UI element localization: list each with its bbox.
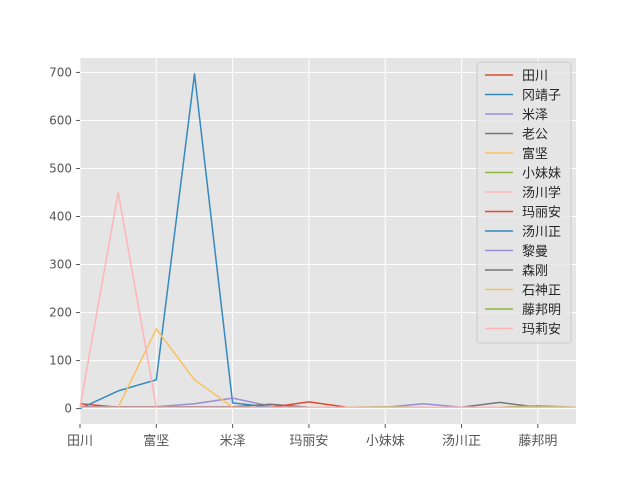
y-tick-label: 500 xyxy=(49,161,72,175)
legend-box xyxy=(476,61,572,344)
x-tick-label: 汤川正 xyxy=(442,434,481,449)
y-tick-label: 700 xyxy=(49,65,72,79)
x-axis-ticks: 田川 富坚 米泽 玛丽安 小妹妹 汤川正 藤邦明 xyxy=(67,424,557,449)
y-tick-label: 600 xyxy=(49,113,72,127)
legend-label: 石神正 xyxy=(522,284,561,299)
legend-label: 冈靖子 xyxy=(522,89,561,104)
y-tick-label: 100 xyxy=(49,354,72,368)
legend-label: 汤川学 xyxy=(522,185,561,201)
y-tick-label: 300 xyxy=(49,258,72,272)
legend-label: 田川 xyxy=(522,69,548,84)
legend-label: 黎曼 xyxy=(522,245,548,260)
legend-label: 森刚 xyxy=(522,264,548,279)
y-axis-ticks: 0 100 200 300 400 500 600 700 xyxy=(49,65,80,416)
x-tick-label: 米泽 xyxy=(220,434,246,449)
x-tick-label: 玛丽安 xyxy=(289,434,328,449)
legend-label: 富坚 xyxy=(522,146,548,162)
legend-label: 小妹妹 xyxy=(522,167,561,182)
y-tick-label: 200 xyxy=(49,306,72,320)
legend-label: 玛丽安 xyxy=(522,206,561,221)
legend-label: 玛莉安 xyxy=(522,323,561,338)
series-lines xyxy=(79,73,577,410)
legend-label: 老公 xyxy=(522,128,548,143)
legend-label: 米泽 xyxy=(522,108,548,123)
y-tick-label: 400 xyxy=(49,210,72,224)
x-tick-label: 小妹妹 xyxy=(366,434,405,449)
legend-label: 汤川正 xyxy=(522,225,561,240)
y-tick-label: 0 xyxy=(64,402,72,416)
x-tick-label: 富坚 xyxy=(143,433,169,449)
x-tick-label: 藤邦明 xyxy=(518,434,557,449)
legend-label: 藤邦明 xyxy=(522,303,561,318)
x-tick-label: 田川 xyxy=(67,434,93,449)
